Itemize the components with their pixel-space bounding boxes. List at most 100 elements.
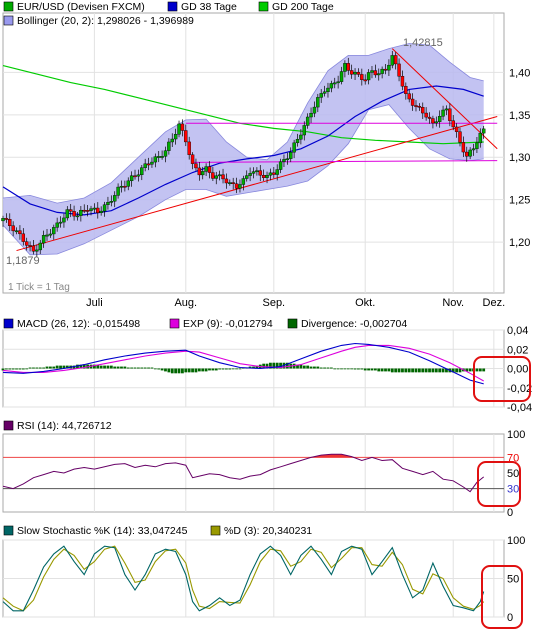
divergence-bar bbox=[52, 366, 56, 369]
divergence-bar bbox=[401, 368, 404, 373]
divergence-bar bbox=[214, 368, 218, 371]
divergence-bar bbox=[106, 365, 110, 369]
divergence-bar bbox=[265, 363, 269, 369]
gd38-line bbox=[2, 85, 484, 216]
candle-body bbox=[113, 195, 117, 202]
candle-body bbox=[35, 249, 39, 252]
candle-body bbox=[366, 72, 371, 81]
candle-body bbox=[184, 130, 188, 143]
divergence-bar bbox=[82, 364, 86, 369]
candle-body bbox=[72, 211, 76, 217]
divergence-bar bbox=[360, 368, 364, 370]
divergence-bar bbox=[28, 367, 32, 369]
divergence-bar bbox=[140, 367, 144, 369]
x-axis-tick: Juli bbox=[86, 297, 103, 309]
divergence-bar bbox=[59, 365, 62, 369]
macd-y-tick: -0,02 bbox=[507, 383, 532, 395]
divergence-bar bbox=[255, 365, 259, 369]
candle-body bbox=[65, 209, 70, 219]
candle-body bbox=[421, 107, 425, 114]
candle-body bbox=[31, 245, 36, 252]
candle-body bbox=[319, 93, 323, 98]
legend-macd-swatch bbox=[3, 318, 14, 329]
divergence-bar bbox=[35, 367, 39, 369]
divergence-bar bbox=[1, 368, 5, 371]
tick-annotation: 1 Tick = 1 Tag bbox=[8, 282, 70, 293]
legend-bollinger-label: Bollinger (20, 2): 1,298026 - 1,396989 bbox=[17, 15, 194, 27]
rsi-y-tick: 50 bbox=[507, 468, 519, 480]
divergence-bar bbox=[137, 367, 140, 369]
candle-body bbox=[79, 209, 83, 216]
candle-body bbox=[404, 86, 408, 94]
divergence-bar bbox=[299, 364, 303, 369]
divergence-bar bbox=[414, 368, 418, 373]
candle-body bbox=[224, 178, 229, 184]
divergence-bar bbox=[8, 368, 12, 370]
candle-body bbox=[407, 93, 411, 100]
divergence-bar bbox=[11, 368, 15, 370]
price-panel: 1,40 1,35 1,30 1,25 1,20 Juli Aug. Sep. Okt. Nov.… bbox=[1, 12, 530, 309]
candle-body bbox=[360, 74, 364, 80]
legend-gd38-swatch bbox=[167, 1, 178, 12]
candle-body bbox=[468, 149, 472, 157]
divergence-bar bbox=[238, 368, 242, 370]
divergence-bar bbox=[103, 365, 106, 369]
divergence-bar bbox=[201, 368, 205, 372]
divergence-bar bbox=[387, 368, 391, 372]
divergence-bar bbox=[221, 368, 225, 370]
legend-stoch-d-label: %D (3): 20,340231 bbox=[224, 525, 312, 537]
divergence-bar bbox=[296, 364, 299, 369]
highlight-box bbox=[473, 356, 531, 402]
x-axis-tick: Aug. bbox=[174, 297, 197, 309]
candle-body bbox=[451, 120, 455, 128]
divergence-bar bbox=[384, 368, 387, 372]
candle-body bbox=[234, 183, 239, 189]
divergence-bar bbox=[204, 368, 208, 372]
divergence-bar bbox=[197, 368, 201, 372]
candle-body bbox=[292, 142, 296, 153]
legend-eurusd-swatch bbox=[3, 1, 14, 12]
candle-body bbox=[217, 174, 222, 177]
candle-body bbox=[177, 123, 181, 135]
price-y-tick: 1,35 bbox=[509, 110, 530, 122]
candle-body bbox=[272, 172, 276, 175]
macd-y-tick: 0,04 bbox=[507, 325, 528, 337]
divergence-bar bbox=[407, 368, 411, 373]
trend-line bbox=[16, 116, 498, 252]
divergence-bar bbox=[370, 368, 374, 371]
rsi-panel-frame bbox=[2, 433, 505, 513]
divergence-bar bbox=[21, 368, 25, 370]
divergence-bar bbox=[475, 368, 479, 372]
candle-body bbox=[302, 125, 306, 136]
candle-body bbox=[1, 218, 5, 222]
candle-body bbox=[322, 91, 327, 94]
divergence-bar bbox=[123, 366, 127, 369]
candle-body bbox=[458, 131, 462, 143]
candle-body bbox=[4, 218, 9, 220]
candle-body bbox=[427, 116, 432, 119]
divergence-bar bbox=[150, 367, 154, 369]
divergence-bar bbox=[96, 364, 100, 369]
divergence-bar bbox=[340, 368, 343, 370]
stoch-d-line bbox=[2, 545, 485, 612]
candle-body bbox=[258, 170, 262, 176]
divergence-bar bbox=[451, 368, 455, 373]
candle-body bbox=[197, 167, 202, 176]
candle-body bbox=[180, 123, 185, 131]
candle-body bbox=[75, 215, 80, 218]
divergence-bar bbox=[211, 368, 215, 371]
candle-body bbox=[211, 172, 215, 179]
divergence-bar bbox=[62, 365, 66, 369]
candle-body bbox=[136, 174, 141, 177]
candle-body bbox=[305, 116, 310, 126]
divergence-bar bbox=[4, 368, 8, 370]
legend-gd38-label: GD 38 Tage bbox=[181, 1, 237, 13]
divergence-bar bbox=[343, 368, 347, 370]
rsi-line bbox=[2, 453, 485, 493]
divergence-bar bbox=[130, 367, 134, 369]
candle-body bbox=[414, 105, 418, 107]
candle-body bbox=[268, 172, 273, 176]
candle-body bbox=[255, 170, 259, 173]
candle-body bbox=[214, 175, 218, 179]
